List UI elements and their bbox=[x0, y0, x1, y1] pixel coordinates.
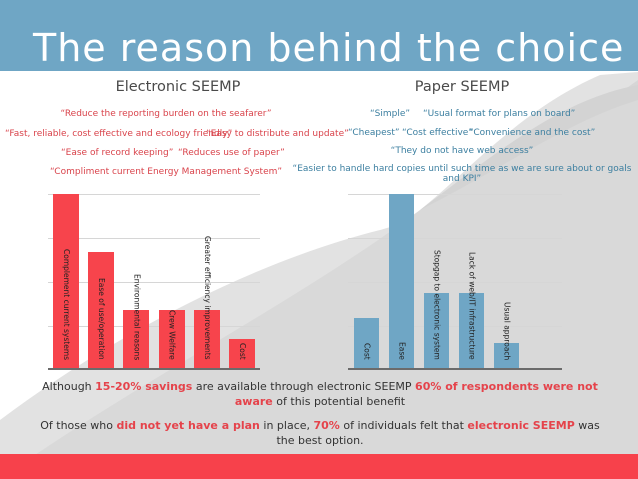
bar-label: Ease of use/operation bbox=[97, 278, 107, 360]
bar bbox=[459, 293, 484, 368]
bar-label: Ease bbox=[397, 342, 407, 360]
paper-heading: Paper SEEMP bbox=[414, 79, 510, 95]
bar-label: Environmental reasons bbox=[132, 274, 142, 361]
header-bar bbox=[0, 0, 638, 71]
bar bbox=[494, 343, 519, 368]
electronic-heading: Electronic SEEMP bbox=[115, 79, 241, 95]
paper-quote: and KPI” bbox=[442, 174, 482, 184]
highlight: 70% bbox=[313, 419, 340, 432]
text: of individuals felt that bbox=[339, 419, 468, 432]
footer-bar bbox=[0, 454, 638, 479]
bar bbox=[123, 310, 150, 368]
text: are available through electronic SEEMP bbox=[192, 380, 416, 393]
paper-quote: “Easier to handle hard copies until such… bbox=[292, 164, 632, 174]
highlight: 60% of respondents were not aware bbox=[234, 380, 598, 408]
bar-label: Complement current systems bbox=[62, 249, 71, 361]
text: of this potential benefit bbox=[272, 395, 406, 408]
bar bbox=[193, 310, 220, 368]
bar bbox=[424, 293, 449, 368]
paper-quote: “Simple” bbox=[370, 109, 411, 119]
paper-quote: “Cost effective” bbox=[402, 128, 473, 138]
bar bbox=[229, 339, 255, 368]
bar bbox=[88, 252, 115, 368]
gridline bbox=[348, 282, 562, 283]
text: was the best option. bbox=[276, 419, 600, 447]
gridline bbox=[48, 194, 260, 195]
paper-quote: “They do not have web access” bbox=[390, 146, 534, 156]
highlight: did not yet have a plan bbox=[116, 419, 260, 432]
bar-label: Usual approach bbox=[502, 302, 512, 361]
bar bbox=[53, 194, 79, 368]
bar bbox=[389, 194, 414, 368]
paper-quote: “Cheapest” bbox=[348, 128, 400, 138]
paper-quote: “Convenience and the cost” bbox=[469, 128, 596, 138]
slide-title: The reason behind the choice bbox=[33, 26, 625, 70]
highlight: electronic SEEMP bbox=[467, 419, 575, 432]
electronic-quote: “Ease of record keeping” bbox=[61, 148, 174, 158]
electronic-quote: “Compliment current Energy Management Sy… bbox=[49, 167, 283, 177]
gridline bbox=[48, 282, 260, 283]
electronic-quote: “Reduce the reporting burden on the seaf… bbox=[60, 109, 272, 119]
text: Of those who bbox=[40, 419, 117, 432]
summary-preference: Of those who did not yet have a plan in … bbox=[40, 418, 600, 448]
electronic-quote: “Reduces use of paper” bbox=[178, 148, 285, 158]
bar-label: Lack of web/IT infrastructure bbox=[467, 252, 477, 360]
gridline bbox=[48, 326, 260, 327]
x-axis bbox=[348, 368, 562, 370]
x-axis bbox=[48, 368, 260, 370]
bar bbox=[158, 310, 185, 368]
bar-label: Crew Welfare bbox=[167, 310, 177, 360]
bar-label: Greater efficiency improvements bbox=[202, 236, 212, 360]
gridline bbox=[348, 238, 562, 239]
gridline bbox=[48, 238, 260, 239]
summary-savings: Although 15-20% savings are available th… bbox=[40, 379, 600, 409]
paper-quote: “Usual format for plans on board” bbox=[423, 109, 576, 119]
text: in place, bbox=[259, 419, 314, 432]
gridline bbox=[348, 326, 562, 327]
gridline bbox=[348, 194, 562, 195]
bar bbox=[354, 318, 379, 368]
bar-label: Cost bbox=[238, 343, 247, 360]
highlight: 15-20% savings bbox=[95, 380, 193, 393]
text: Although bbox=[42, 380, 96, 393]
electronic-quote: “Easy to distribute and update” bbox=[206, 129, 349, 139]
bar-label: Cost bbox=[362, 343, 372, 360]
electronic-quote: “Fast, reliable, cost effective and ecol… bbox=[5, 129, 233, 139]
bar-label: Stopgap to electronic system bbox=[432, 250, 442, 360]
